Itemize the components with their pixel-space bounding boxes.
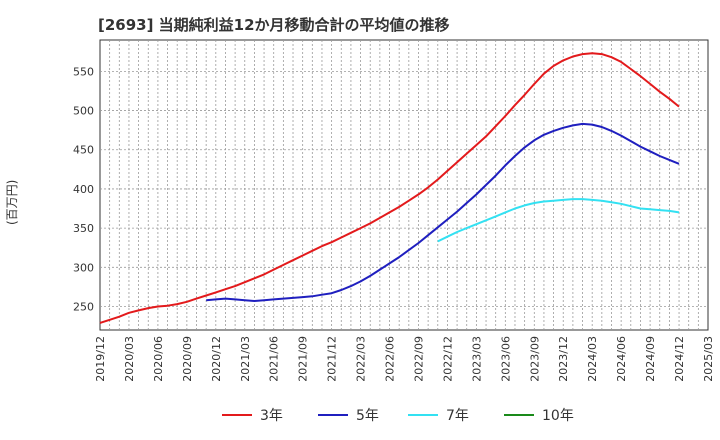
x-tick-label: 2020/06 [152, 336, 165, 382]
y-tick-label: 500 [73, 105, 94, 118]
x-tick-label: 2020/12 [210, 336, 223, 382]
x-tick-label: 2022/12 [441, 336, 454, 382]
x-tick-label: 2023/12 [557, 336, 570, 382]
series-line-1 [206, 122, 680, 302]
series-line-2 [437, 198, 680, 243]
x-tick-label: 2021/12 [326, 336, 339, 382]
vertical-grid [109, 40, 699, 330]
x-tick-label: 2024/06 [615, 336, 628, 382]
series-line-0 [99, 52, 680, 324]
horizontal-grid [100, 70, 708, 307]
legend-item: 5年 [318, 404, 379, 426]
y-tick-label: 400 [73, 183, 94, 196]
x-tick-label: 2020/09 [181, 336, 194, 382]
y-tick-label: 550 [73, 65, 94, 78]
legend-item: 3年 [222, 404, 283, 426]
x-tick-label: 2021/09 [297, 336, 310, 382]
legend-item: 10年 [504, 404, 574, 426]
series-lines [99, 52, 680, 324]
x-tick-labels: 2019/12 2020/03 2020/06 2020/09 2020/12 2021/… [94, 336, 715, 382]
legend-item: 7年 [408, 404, 469, 426]
legend-line-swatch [504, 414, 534, 416]
y-tick-label: 300 [73, 261, 94, 274]
legend-line-swatch [318, 414, 348, 416]
x-tick-label: 2024/12 [673, 336, 686, 382]
x-tick-label: 2022/06 [384, 336, 397, 382]
x-tick-label: 2024/09 [644, 336, 657, 382]
legend-label: 7年 [446, 408, 469, 424]
x-tick-label: 2023/09 [528, 336, 541, 382]
x-tick-label: 2022/09 [412, 336, 425, 382]
legend-label: 3年 [260, 408, 283, 424]
y-tick-label: 350 [73, 222, 94, 235]
plot-frame [99, 39, 709, 331]
x-tick-label: 2024/03 [586, 336, 599, 382]
legend-line-swatch [408, 414, 438, 416]
y-tick-labels: 250 300 350 400 450 500 550 [73, 65, 94, 313]
legend: 3年 5年 7年 10年 [0, 404, 720, 426]
legend-label: 5年 [356, 408, 379, 424]
x-tick-label: 2020/03 [123, 336, 136, 382]
legend-line-swatch [222, 414, 252, 416]
chart-title: [2693] 当期純利益12か月移動合計の平均値の推移 [98, 16, 450, 34]
x-tick-label: 2021/06 [268, 336, 281, 382]
x-tick-label: 2022/03 [355, 336, 368, 382]
legend-label: 10年 [542, 408, 574, 424]
x-tick-label: 2025/03 [702, 336, 715, 382]
x-tick-label: 2019/12 [94, 336, 107, 382]
x-tick-label: 2023/03 [470, 336, 483, 382]
y-tick-label: 250 [73, 300, 94, 313]
x-tick-label: 2021/03 [239, 336, 252, 382]
x-tick-label: 2023/06 [499, 336, 512, 382]
y-tick-label: 450 [73, 144, 94, 157]
